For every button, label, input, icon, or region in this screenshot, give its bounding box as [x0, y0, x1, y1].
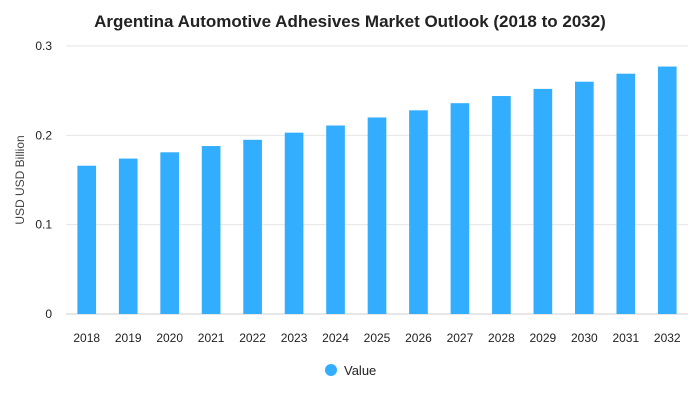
- x-tick-label: 2031: [612, 331, 639, 345]
- legend-label-value: Value: [344, 363, 376, 378]
- x-tick-label: 2032: [654, 331, 681, 345]
- bar[interactable]: [367, 117, 387, 314]
- bars: [77, 66, 677, 315]
- bar[interactable]: [409, 110, 428, 314]
- x-tick-label: 2020: [156, 331, 183, 345]
- legend[interactable]: Value: [325, 363, 376, 378]
- bar[interactable]: [243, 139, 262, 314]
- bar[interactable]: [118, 158, 138, 314]
- bar[interactable]: [575, 81, 594, 314]
- x-tick-label: 2030: [571, 331, 598, 345]
- y-axis-title: USD USD Billion: [13, 135, 27, 224]
- chart-title: Argentina Automotive Adhesives Market Ou…: [94, 12, 606, 31]
- x-tick-label: 2026: [405, 331, 432, 345]
- bar[interactable]: [492, 96, 511, 314]
- y-axis-ticks: 0 0.1 0.2 0.3: [35, 39, 52, 321]
- x-tick-label: 2021: [198, 331, 225, 345]
- bar[interactable]: [450, 103, 470, 314]
- bar[interactable]: [201, 146, 221, 314]
- x-tick-label: 2027: [447, 331, 474, 345]
- y-tick-label: 0.2: [35, 128, 52, 142]
- y-tick-label: 0: [45, 307, 52, 321]
- x-tick-label: 2028: [488, 331, 515, 345]
- bar[interactable]: [160, 152, 179, 314]
- x-tick-label: 2019: [115, 331, 142, 345]
- x-axis-ticks: 2018 2019 2020 2021 2022 2023 2024 2025 2026 2027…: [73, 331, 681, 345]
- bar[interactable]: [284, 132, 304, 314]
- y-tick-label: 0.3: [35, 39, 52, 53]
- x-tick-label: 2025: [364, 331, 391, 345]
- y-tick-label: 0.1: [35, 218, 52, 232]
- bar[interactable]: [616, 73, 636, 315]
- legend-marker-value: [325, 364, 337, 376]
- bar[interactable]: [326, 125, 345, 314]
- x-tick-label: 2024: [322, 331, 349, 345]
- bar[interactable]: [77, 165, 97, 314]
- bar[interactable]: [533, 88, 553, 314]
- x-tick-label: 2018: [73, 331, 100, 345]
- x-tick-label: 2029: [530, 331, 557, 345]
- x-tick-label: 2022: [239, 331, 266, 345]
- x-tick-label: 2023: [281, 331, 308, 345]
- bar[interactable]: [657, 66, 677, 315]
